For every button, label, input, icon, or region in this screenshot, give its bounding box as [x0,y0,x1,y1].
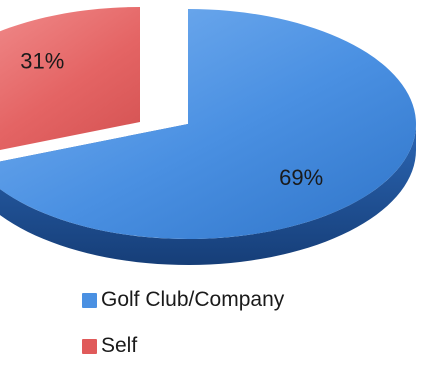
legend-swatch [82,338,97,354]
legend-label: Golf Club/Company [101,288,285,311]
data-label-golf-club: 69% [279,165,323,190]
slice-self [0,7,140,150]
chart-legend: Golf Club/Company Self [82,287,284,379]
slice-golf-club-side [0,124,416,265]
slice-golf-club [0,9,416,239]
data-label-self: 31% [20,48,64,73]
pie-chart: 69% 31% [0,7,416,265]
legend-swatch [82,292,97,308]
legend-label: Self [101,334,138,357]
legend-item: Golf Club/Company [82,287,284,313]
legend-item: Self [82,333,284,359]
